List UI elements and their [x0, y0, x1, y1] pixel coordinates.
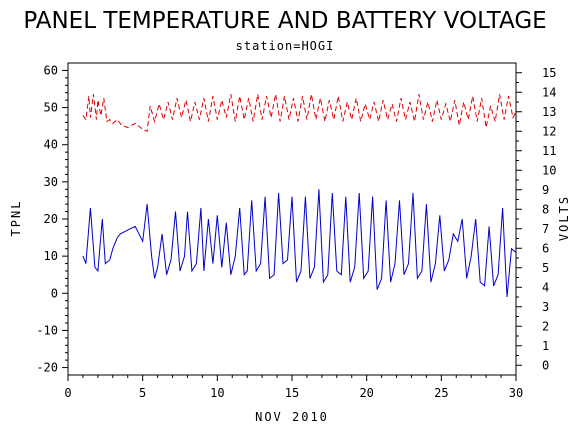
y-right-tick-label: 10 — [542, 163, 556, 177]
y-left-tick-label: 30 — [44, 175, 58, 189]
x-tick-label: 25 — [434, 386, 448, 400]
plot-frame — [67, 62, 517, 376]
y-right-tick-label: 6 — [542, 241, 549, 255]
y-left-tick-label: 10 — [44, 249, 58, 263]
y-axis-left-label: TPNL — [9, 200, 23, 237]
series-group — [82, 94, 517, 298]
x-tick-label: 15 — [285, 386, 299, 400]
x-tick-label: 20 — [359, 386, 373, 400]
x-tick-label: 0 — [64, 386, 71, 400]
y-right-tick-label: 3 — [542, 300, 549, 314]
x-tick-label: 10 — [210, 386, 224, 400]
chart-title: PANEL TEMPERATURE AND BATTERY VOLTAGE — [23, 8, 546, 34]
y-left-tick-label: -10 — [36, 323, 58, 337]
series-line-temperature — [82, 189, 517, 298]
y-right-tick-label: 12 — [542, 124, 556, 138]
y-right-tick-label: 1 — [542, 339, 549, 353]
y-left-tick-label: 60 — [44, 63, 58, 77]
y-right-tick-label: 4 — [542, 280, 549, 294]
y-left-tick-label: 40 — [44, 138, 58, 152]
y-left-tick-label: 0 — [51, 286, 58, 300]
y-right-tick-label: 5 — [542, 261, 549, 275]
chart-subtitle: station=HOGI — [236, 39, 335, 53]
y-right-tick-label: 2 — [542, 319, 549, 333]
y-right-tick-label: 15 — [542, 66, 556, 80]
y-right-tick-label: 0 — [542, 358, 549, 372]
y-right-tick-label: 14 — [542, 85, 556, 99]
y-axis-left: -20 -10 0 10 20 30 40 50 60 — [36, 63, 68, 375]
series-line-voltage — [82, 94, 517, 133]
y-left-tick-label: -20 — [36, 361, 58, 375]
x-tick-label: 5 — [139, 386, 146, 400]
x-axis-label: NOV 2010 — [255, 410, 329, 424]
y-right-tick-label: 8 — [542, 202, 549, 216]
y-left-tick-label: 50 — [44, 101, 58, 115]
y-right-tick-label: 7 — [542, 222, 549, 236]
y-right-tick-label: 9 — [542, 183, 549, 197]
y-left-tick-label: 20 — [44, 212, 58, 226]
x-axis: 0 5 10 15 20 25 30 — [64, 375, 523, 400]
y-right-tick-label: 13 — [542, 105, 556, 119]
x-tick-label: 30 — [509, 386, 523, 400]
y-axis-right-label: VOLTS — [557, 195, 570, 241]
y-right-tick-label: 11 — [542, 144, 556, 158]
